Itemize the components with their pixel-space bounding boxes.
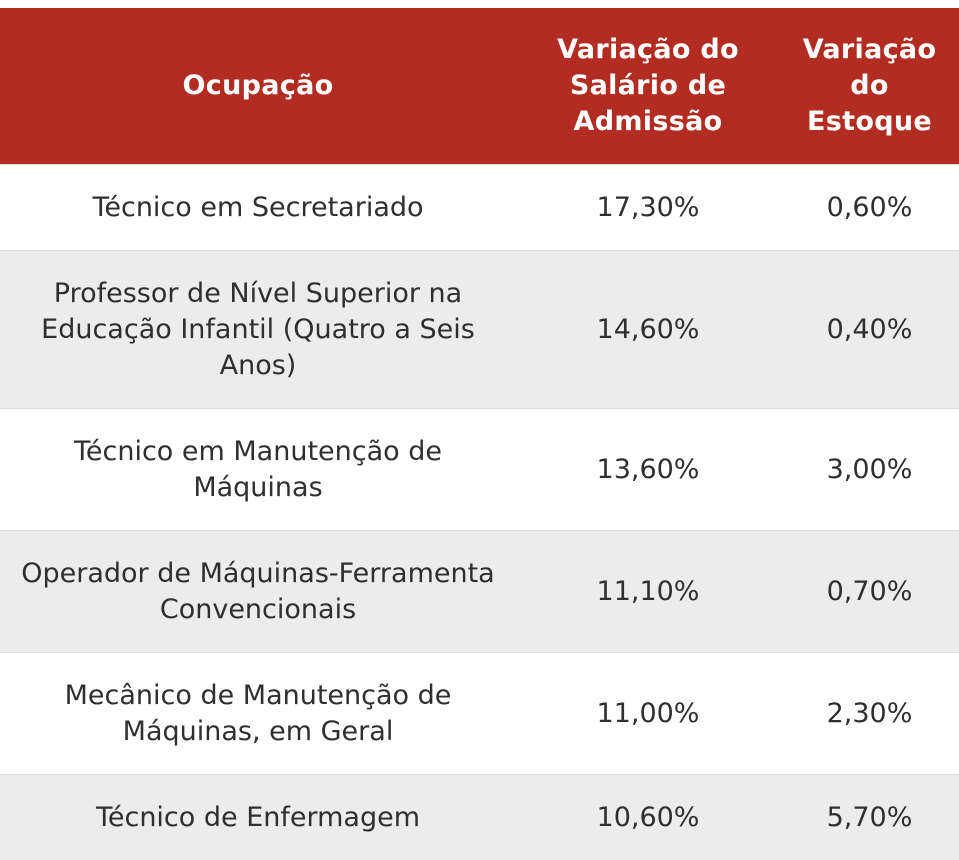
header-row: Ocupação Variação do Salário de Admissão… bbox=[0, 8, 959, 165]
cell-occupation: Professor de Nível Superior na Educação … bbox=[0, 251, 516, 409]
occupation-salary-table: Ocupação Variação do Salário de Admissão… bbox=[0, 8, 959, 860]
table-row: Operador de Máquinas-Ferramenta Convenci… bbox=[0, 531, 959, 653]
cell-stock-change: 2,30% bbox=[780, 653, 959, 775]
cell-stock-change: 0,70% bbox=[780, 531, 959, 653]
cell-occupation: Técnico em Secretariado bbox=[0, 165, 516, 251]
cell-salary-change: 11,00% bbox=[516, 653, 780, 775]
table-row: Técnico em Manutenção de Máquinas 13,60%… bbox=[0, 409, 959, 531]
cell-salary-change: 13,60% bbox=[516, 409, 780, 531]
table-row: Mecânico de Manutenção de Máquinas, em G… bbox=[0, 653, 959, 775]
cell-stock-change: 0,40% bbox=[780, 251, 959, 409]
cell-occupation: Técnico de Enfermagem bbox=[0, 775, 516, 860]
table-row: Professor de Nível Superior na Educação … bbox=[0, 251, 959, 409]
cell-occupation: Operador de Máquinas-Ferramenta Convenci… bbox=[0, 531, 516, 653]
table-body: Técnico em Secretariado 17,30% 0,60% Pro… bbox=[0, 165, 959, 860]
cell-occupation: Mecânico de Manutenção de Máquinas, em G… bbox=[0, 653, 516, 775]
cell-salary-change: 17,30% bbox=[516, 165, 780, 251]
cell-occupation: Técnico em Manutenção de Máquinas bbox=[0, 409, 516, 531]
cell-salary-change: 10,60% bbox=[516, 775, 780, 860]
occupation-table-container: Ocupação Variação do Salário de Admissão… bbox=[0, 8, 959, 860]
table-header: Ocupação Variação do Salário de Admissão… bbox=[0, 8, 959, 165]
table-row: Técnico em Secretariado 17,30% 0,60% bbox=[0, 165, 959, 251]
header-salary-change: Variação do Salário de Admissão bbox=[516, 8, 780, 165]
cell-stock-change: 5,70% bbox=[780, 775, 959, 860]
header-occupation: Ocupação bbox=[0, 8, 516, 165]
cell-stock-change: 3,00% bbox=[780, 409, 959, 531]
header-stock-change: Variação do Estoque bbox=[780, 8, 959, 165]
cell-salary-change: 14,60% bbox=[516, 251, 780, 409]
cell-salary-change: 11,10% bbox=[516, 531, 780, 653]
table-row: Técnico de Enfermagem 10,60% 5,70% bbox=[0, 775, 959, 860]
cell-stock-change: 0,60% bbox=[780, 165, 959, 251]
